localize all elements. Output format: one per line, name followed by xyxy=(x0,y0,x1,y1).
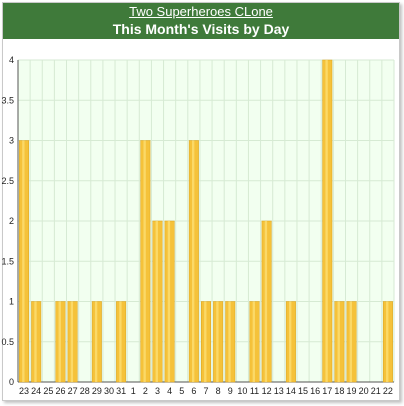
bar-highlight-31 xyxy=(119,301,122,382)
bar-highlight-18 xyxy=(337,301,340,382)
x-tick-label: 1 xyxy=(131,386,136,396)
y-tick-label: 3.5 xyxy=(1,95,14,105)
bar-highlight-23 xyxy=(22,140,25,382)
y-tick-label: 1 xyxy=(9,297,14,307)
x-tick-label: 12 xyxy=(262,386,272,396)
x-tick-label: 22 xyxy=(383,386,393,396)
bar-highlight-22 xyxy=(386,301,389,382)
y-tick-label: 1.5 xyxy=(1,256,14,266)
y-tick-label: 3 xyxy=(9,136,14,146)
bar-highlight-4 xyxy=(167,221,171,382)
x-tick-label: 17 xyxy=(322,386,332,396)
x-tick-label: 8 xyxy=(216,386,221,396)
bar-highlight-19 xyxy=(349,301,353,382)
bar-highlight-6 xyxy=(191,140,195,382)
bar-highlight-12 xyxy=(264,221,268,382)
bar-highlight-26 xyxy=(58,301,61,382)
x-tick-label: 14 xyxy=(286,386,296,396)
chart-title: This Month's Visits by Day xyxy=(112,21,290,37)
x-tick-label: 21 xyxy=(371,386,381,396)
x-tick-label: 2 xyxy=(143,386,148,396)
bar-highlight-2 xyxy=(143,140,146,382)
y-tick-label: 2.5 xyxy=(1,176,14,186)
x-tick-label: 20 xyxy=(359,386,369,396)
x-tick-label: 18 xyxy=(334,386,344,396)
bar-highlight-17 xyxy=(325,60,328,382)
site-link[interactable]: Two Superheroes CLone xyxy=(129,4,273,19)
x-tick-label: 16 xyxy=(310,386,320,396)
chart-header: Two Superheroes CLone This Month's Visit… xyxy=(3,3,399,39)
x-tick-label: 15 xyxy=(298,386,308,396)
y-tick-label: 0.5 xyxy=(1,337,14,347)
x-tick-label: 11 xyxy=(250,386,259,396)
bar-highlight-7 xyxy=(204,301,207,382)
x-tick-label: 30 xyxy=(104,386,114,396)
x-tick-label: 28 xyxy=(80,386,90,396)
x-tick-label: 29 xyxy=(92,386,102,396)
bar-highlight-27 xyxy=(70,301,74,382)
bar-highlight-29 xyxy=(94,301,98,382)
x-tick-label: 4 xyxy=(167,386,172,396)
x-tick-label: 5 xyxy=(179,386,184,396)
x-tick-label: 24 xyxy=(31,386,41,396)
x-tick-label: 6 xyxy=(191,386,196,396)
bar-highlight-9 xyxy=(228,301,231,382)
x-tick-label: 13 xyxy=(274,386,284,396)
x-tick-label: 31 xyxy=(116,386,126,396)
bar-highlight-24 xyxy=(34,301,37,382)
x-tick-label: 26 xyxy=(55,386,65,396)
x-tick-label: 19 xyxy=(347,386,357,396)
x-tick-label: 25 xyxy=(43,386,53,396)
x-tick-label: 23 xyxy=(19,386,29,396)
y-tick-label: 0 xyxy=(9,377,14,387)
x-tick-label: 3 xyxy=(155,386,160,396)
bar-highlight-3 xyxy=(155,221,158,382)
y-tick-label: 2 xyxy=(9,216,14,226)
y-tick-label: 4 xyxy=(9,55,14,65)
x-tick-label: 7 xyxy=(203,386,208,396)
bar-highlight-8 xyxy=(216,301,219,382)
x-tick-label: 9 xyxy=(228,386,233,396)
x-tick-label: 27 xyxy=(68,386,78,396)
x-tick-label: 10 xyxy=(237,386,247,396)
bar-highlight-14 xyxy=(289,301,292,382)
bar-highlight-11 xyxy=(252,301,255,382)
